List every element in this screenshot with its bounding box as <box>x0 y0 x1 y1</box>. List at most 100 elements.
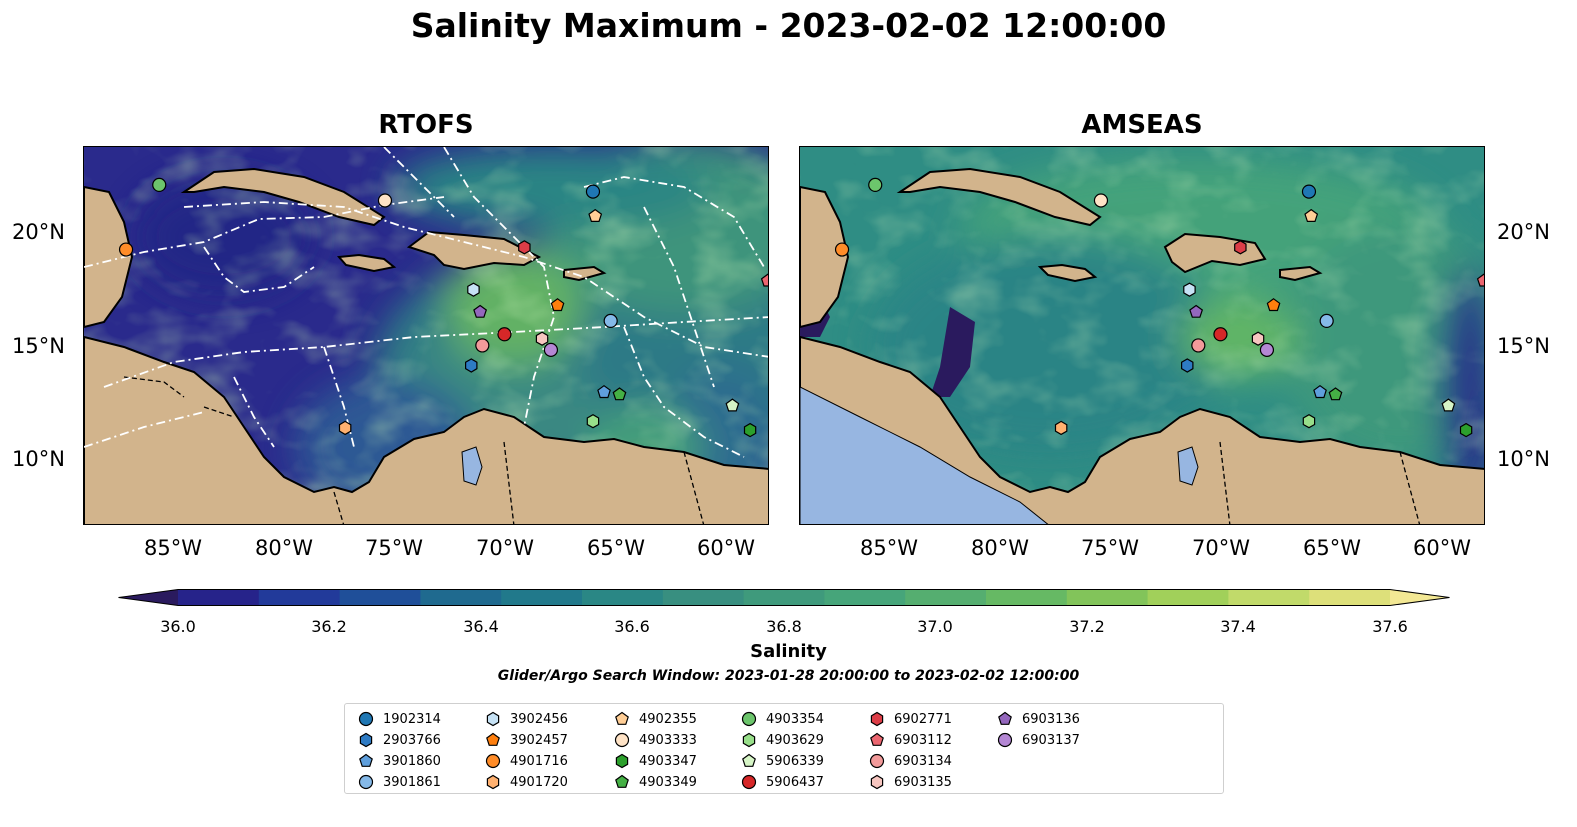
float-marker-4903629[interactable] <box>586 414 600 429</box>
float-marker-1902314[interactable] <box>585 184 601 199</box>
float-marker-3901861[interactable] <box>603 313 618 328</box>
float-marker-6903136[interactable] <box>473 304 488 318</box>
lon-label-amseas: 80°W <box>971 536 1029 560</box>
lon-label-rtofs: 85°W <box>144 536 202 560</box>
floats <box>834 177 1485 438</box>
legend-label: 4903333 <box>639 732 697 748</box>
legend-item-3902456: 3902456 <box>484 709 568 729</box>
legend-label: 4902355 <box>639 711 697 727</box>
colorbar-extend-high <box>1390 589 1450 606</box>
colorbar-segment <box>1228 589 1310 606</box>
circle-marker-icon <box>358 774 374 790</box>
land <box>84 167 768 524</box>
colorbar-segment <box>258 589 341 606</box>
float-marker-6903112[interactable] <box>1476 273 1485 287</box>
floats <box>118 177 769 438</box>
float-marker-4902355[interactable] <box>1304 208 1319 223</box>
float-marker-4903629[interactable] <box>1302 414 1316 429</box>
rtofs-map[interactable] <box>83 146 769 525</box>
float-marker-4903349[interactable] <box>612 387 627 401</box>
float-marker-6903112[interactable] <box>760 273 769 287</box>
float-marker-3902457[interactable] <box>1266 298 1281 312</box>
float-marker-4903347[interactable] <box>743 422 757 438</box>
lat-label-right: 20°N <box>1497 220 1550 244</box>
float-marker-6903134[interactable] <box>475 338 490 353</box>
float-marker-6903134[interactable] <box>1191 338 1206 353</box>
legend-label: 6903136 <box>1022 711 1080 727</box>
float-marker-4903354[interactable] <box>152 177 167 193</box>
colorbar-segment <box>420 589 502 606</box>
float-marker-2903766[interactable] <box>465 358 478 373</box>
colorbar-tick: 37.0 <box>917 617 953 636</box>
float-marker-6903135[interactable] <box>1251 331 1265 346</box>
legend-label: 3901861 <box>383 774 441 790</box>
lon-label-rtofs: 65°W <box>587 536 645 560</box>
colorbar-segment <box>1066 589 1149 606</box>
float-marker-4901716[interactable] <box>118 242 134 257</box>
legend-item-6903136: 6903136 <box>996 709 1080 729</box>
legend-label: 6902771 <box>894 711 952 727</box>
hexagon-marker-icon <box>742 732 756 748</box>
float-marker-5906437[interactable] <box>497 327 512 342</box>
legend-label: 4901716 <box>510 753 568 769</box>
float-marker-4901720[interactable] <box>1054 420 1068 436</box>
circle-marker-icon <box>614 732 630 748</box>
legend-item-4901716: 4901716 <box>484 751 568 771</box>
float-marker-6903137[interactable] <box>1259 342 1275 357</box>
colorbar-segment <box>501 589 583 606</box>
float-marker-6903135[interactable] <box>535 331 549 346</box>
borders <box>123 376 705 524</box>
colorbar-segment <box>986 589 1068 606</box>
legend-label: 6903137 <box>1022 732 1080 748</box>
colorbar-tick: 37.6 <box>1372 617 1408 636</box>
float-marker-6902771[interactable] <box>1234 240 1247 255</box>
hexagon-marker-icon <box>870 711 884 727</box>
lon-label-rtofs: 75°W <box>365 536 423 560</box>
colorbar-segment <box>824 589 906 606</box>
amseas-map[interactable] <box>799 146 1485 525</box>
legend-label: 1902314 <box>383 711 441 727</box>
float-marker-2903766[interactable] <box>1181 358 1194 373</box>
colorbar-tick: 36.2 <box>311 617 347 636</box>
float-marker-4903347[interactable] <box>1459 422 1473 438</box>
colorbar-tick: 37.2 <box>1069 617 1105 636</box>
lat-label-left: 20°N <box>12 220 65 244</box>
float-marker-4903333[interactable] <box>377 193 393 208</box>
float-marker-1902314[interactable] <box>1301 184 1317 199</box>
float-marker-3902456[interactable] <box>467 282 480 297</box>
lat-label-right: 15°N <box>1497 334 1550 358</box>
colorbar-segment <box>582 589 664 606</box>
float-marker-4903333[interactable] <box>1093 193 1109 208</box>
legend-item-6903135: 6903135 <box>868 772 952 792</box>
float-marker-6902771[interactable] <box>518 240 531 255</box>
float-marker-4903349[interactable] <box>1328 387 1343 401</box>
float-marker-3901860[interactable] <box>597 384 611 399</box>
float-marker-3901861[interactable] <box>1319 313 1334 328</box>
float-marker-5906339[interactable] <box>725 398 740 412</box>
float-marker-4902355[interactable] <box>588 208 603 223</box>
legend-label: 6903112 <box>894 732 952 748</box>
float-marker-6903136[interactable] <box>1189 304 1204 318</box>
pentagon-marker-icon <box>998 711 1012 725</box>
figure-title: Salinity Maximum - 2023-02-02 12:00:00 <box>410 6 1167 45</box>
float-marker-4901716[interactable] <box>834 242 850 257</box>
float-marker-3902457[interactable] <box>550 298 565 312</box>
float-marker-4903354[interactable] <box>868 177 883 193</box>
legend-item-4903347: 4903347 <box>613 751 697 771</box>
float-marker-5906339[interactable] <box>1441 398 1456 412</box>
legend-label: 5906437 <box>766 774 824 790</box>
legend-label: 3902456 <box>510 711 568 727</box>
legend-item-4902355: 4902355 <box>613 709 697 729</box>
float-marker-3902456[interactable] <box>1183 282 1196 297</box>
salinity-colorbar <box>118 589 1450 606</box>
hexagon-marker-icon <box>615 753 629 769</box>
legend-item-6903134: 6903134 <box>868 751 952 771</box>
hexagon-marker-icon <box>359 732 373 748</box>
float-marker-3901860[interactable] <box>1313 384 1327 399</box>
float-marker-6903137[interactable] <box>543 342 559 357</box>
panel-title-amseas: AMSEAS <box>1081 110 1203 140</box>
legend-label: 6903135 <box>894 774 952 790</box>
float-marker-4901720[interactable] <box>338 420 352 436</box>
float-marker-5906437[interactable] <box>1213 327 1228 342</box>
legend-label: 4903354 <box>766 711 824 727</box>
